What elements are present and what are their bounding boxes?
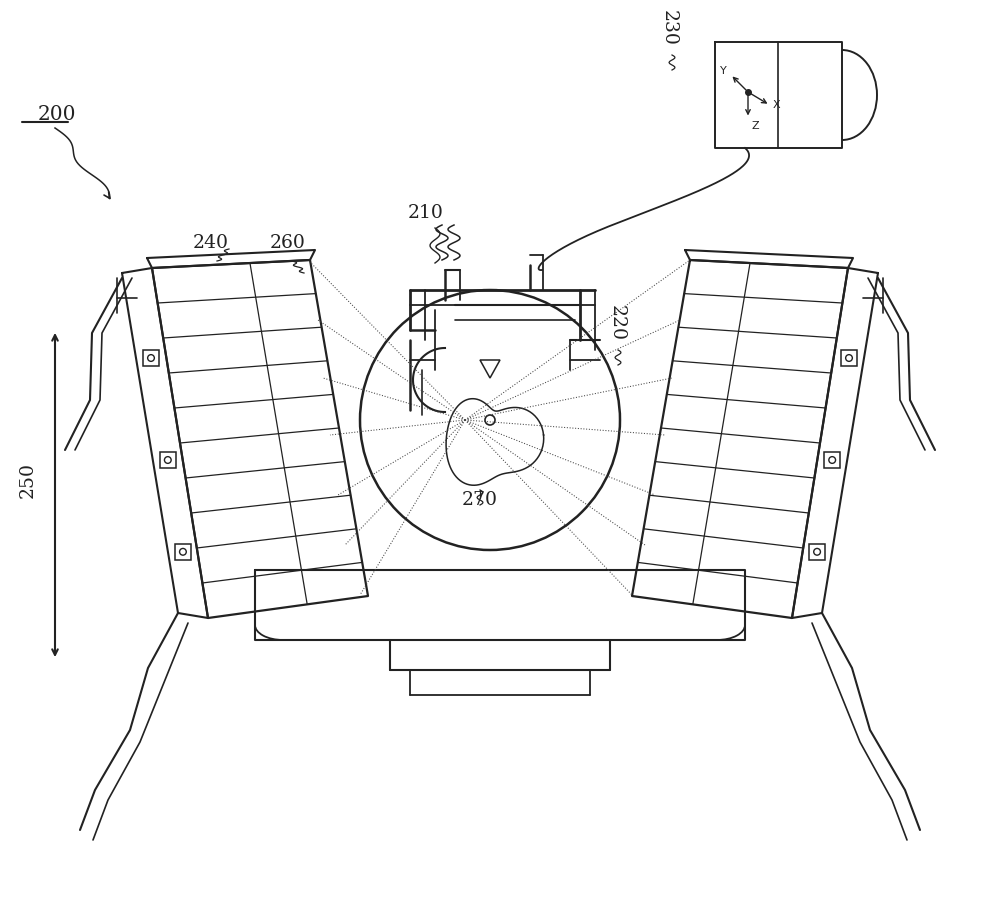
Bar bbox=[160, 452, 176, 468]
Bar bbox=[143, 350, 159, 366]
Bar bbox=[175, 544, 191, 560]
Text: 230: 230 bbox=[660, 10, 678, 46]
Text: 210: 210 bbox=[408, 204, 444, 222]
Text: 250: 250 bbox=[19, 462, 37, 498]
Text: Z: Z bbox=[752, 122, 760, 132]
Text: 260: 260 bbox=[270, 234, 306, 252]
Bar bbox=[841, 350, 857, 366]
Text: 240: 240 bbox=[193, 234, 229, 252]
Text: 270: 270 bbox=[462, 491, 498, 509]
Text: 200: 200 bbox=[38, 106, 76, 124]
Text: X: X bbox=[773, 100, 781, 110]
Bar bbox=[809, 544, 825, 560]
Text: 220: 220 bbox=[608, 305, 626, 341]
Text: Y: Y bbox=[720, 67, 727, 77]
Bar bbox=[824, 452, 840, 468]
